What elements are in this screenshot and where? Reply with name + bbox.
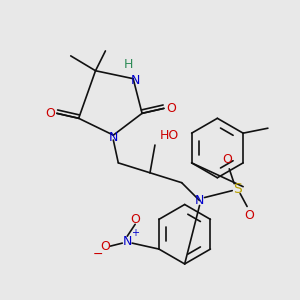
Text: −: − [92, 248, 103, 260]
Text: O: O [100, 240, 110, 253]
Text: S: S [233, 182, 242, 196]
Text: O: O [166, 102, 176, 115]
Text: N: N [195, 194, 204, 207]
Text: N: N [122, 235, 132, 248]
Text: H: H [124, 58, 133, 71]
Text: +: + [131, 228, 139, 238]
Text: HO: HO [160, 129, 179, 142]
Text: N: N [109, 130, 118, 144]
Text: O: O [244, 209, 254, 222]
Text: N: N [130, 74, 140, 87]
Text: O: O [130, 213, 140, 226]
Text: O: O [45, 107, 55, 120]
Text: O: O [222, 153, 232, 167]
